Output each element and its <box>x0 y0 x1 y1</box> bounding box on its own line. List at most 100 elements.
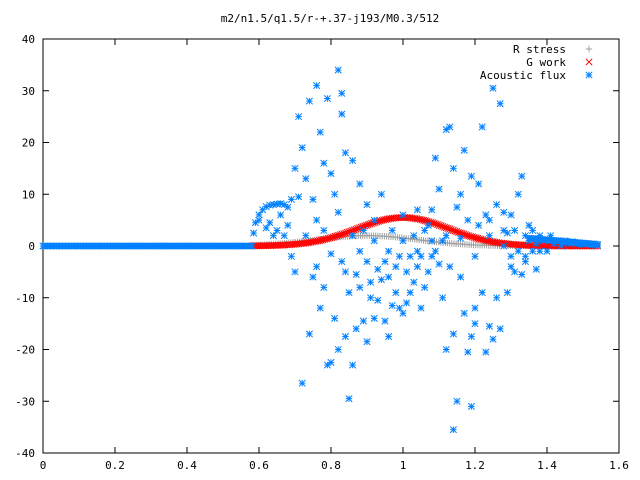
series-acoustic-flux <box>39 66 601 434</box>
data-point <box>359 317 367 325</box>
legend-item: G work <box>526 56 593 69</box>
marker-stroke <box>442 345 450 354</box>
marker-stroke <box>496 100 504 108</box>
marker-stroke <box>356 180 364 188</box>
data-point <box>385 333 393 341</box>
data-point <box>457 273 465 281</box>
data-point <box>298 379 306 387</box>
marker-stroke <box>507 263 515 271</box>
marker-stroke <box>485 322 493 330</box>
marker-stroke <box>352 270 360 279</box>
marker-stroke <box>323 94 331 103</box>
marker-stroke <box>302 232 310 240</box>
data-point <box>467 333 475 341</box>
legend-marker <box>585 45 593 53</box>
data-point <box>248 242 256 250</box>
legend-marker <box>585 71 593 79</box>
marker-stroke <box>418 216 426 224</box>
data-point <box>457 190 465 198</box>
data-point <box>464 348 472 356</box>
data-point <box>399 211 407 219</box>
marker-stroke <box>385 333 393 341</box>
data-point <box>514 190 522 198</box>
data-point <box>536 247 544 255</box>
data-point <box>338 110 346 118</box>
data-point <box>331 190 339 198</box>
data-point <box>453 203 461 211</box>
marker-stroke <box>538 242 546 250</box>
marker-stroke <box>457 234 465 242</box>
data-point <box>511 226 519 235</box>
marker-stroke <box>313 263 321 271</box>
x-tick-label: 0.8 <box>321 459 341 472</box>
data-point <box>295 113 303 121</box>
marker-stroke <box>493 201 501 209</box>
marker-stroke <box>262 203 270 211</box>
marker-stroke <box>359 317 367 325</box>
data-point <box>446 123 454 131</box>
marker-stroke <box>536 247 544 255</box>
marker-stroke <box>256 242 265 250</box>
data-point <box>388 301 396 310</box>
data-point <box>269 232 277 240</box>
data-point <box>493 294 501 302</box>
marker-stroke <box>385 247 393 255</box>
marker-stroke <box>514 190 522 198</box>
marker-stroke <box>327 358 335 366</box>
data-point <box>395 304 403 312</box>
data-point <box>298 144 306 152</box>
marker-stroke <box>367 278 375 286</box>
data-point <box>305 330 313 338</box>
marker-stroke <box>334 345 342 354</box>
marker-stroke <box>478 123 486 131</box>
marker-stroke <box>503 229 511 237</box>
data-point <box>439 237 447 245</box>
marker-stroke <box>511 226 519 235</box>
data-point <box>532 265 540 273</box>
marker-stroke <box>305 97 313 105</box>
x-tick-label: 1 <box>400 459 407 472</box>
marker-stroke <box>439 222 447 231</box>
data-point <box>449 426 457 434</box>
legend-label: Acoustic flux <box>480 69 566 82</box>
marker-stroke <box>514 247 522 255</box>
marker-stroke <box>511 268 519 276</box>
data-point <box>424 221 432 229</box>
data-point <box>323 361 331 369</box>
marker-stroke <box>449 164 457 172</box>
marker-stroke <box>313 82 321 90</box>
data-point <box>417 252 425 260</box>
marker-stroke <box>482 348 490 356</box>
marker-stroke <box>478 289 486 297</box>
marker-stroke <box>461 231 469 239</box>
data-point <box>485 232 493 240</box>
marker-stroke <box>524 241 532 249</box>
marker-stroke <box>482 211 490 219</box>
marker-stroke <box>287 195 295 203</box>
marker-stroke <box>356 283 364 291</box>
data-point <box>485 216 493 224</box>
data-point <box>352 325 360 333</box>
marker-stroke <box>291 268 299 276</box>
data-point <box>424 268 432 276</box>
data-point <box>309 195 317 203</box>
marker-stroke <box>255 216 263 224</box>
marker-stroke <box>334 208 342 216</box>
marker-stroke <box>471 304 479 312</box>
marker-stroke <box>338 257 346 266</box>
marker-stroke <box>485 216 493 224</box>
marker-stroke <box>298 144 306 152</box>
marker-stroke <box>446 263 454 271</box>
data-point <box>460 146 468 154</box>
marker-stroke <box>529 247 537 255</box>
data-point <box>500 208 508 216</box>
data-point <box>313 82 321 90</box>
data-point <box>284 203 292 211</box>
marker-stroke <box>392 263 400 271</box>
marker-stroke <box>500 226 508 235</box>
marker-stroke <box>269 232 277 240</box>
marker-stroke <box>273 226 281 235</box>
marker-stroke <box>374 296 382 304</box>
data-point <box>478 289 486 297</box>
